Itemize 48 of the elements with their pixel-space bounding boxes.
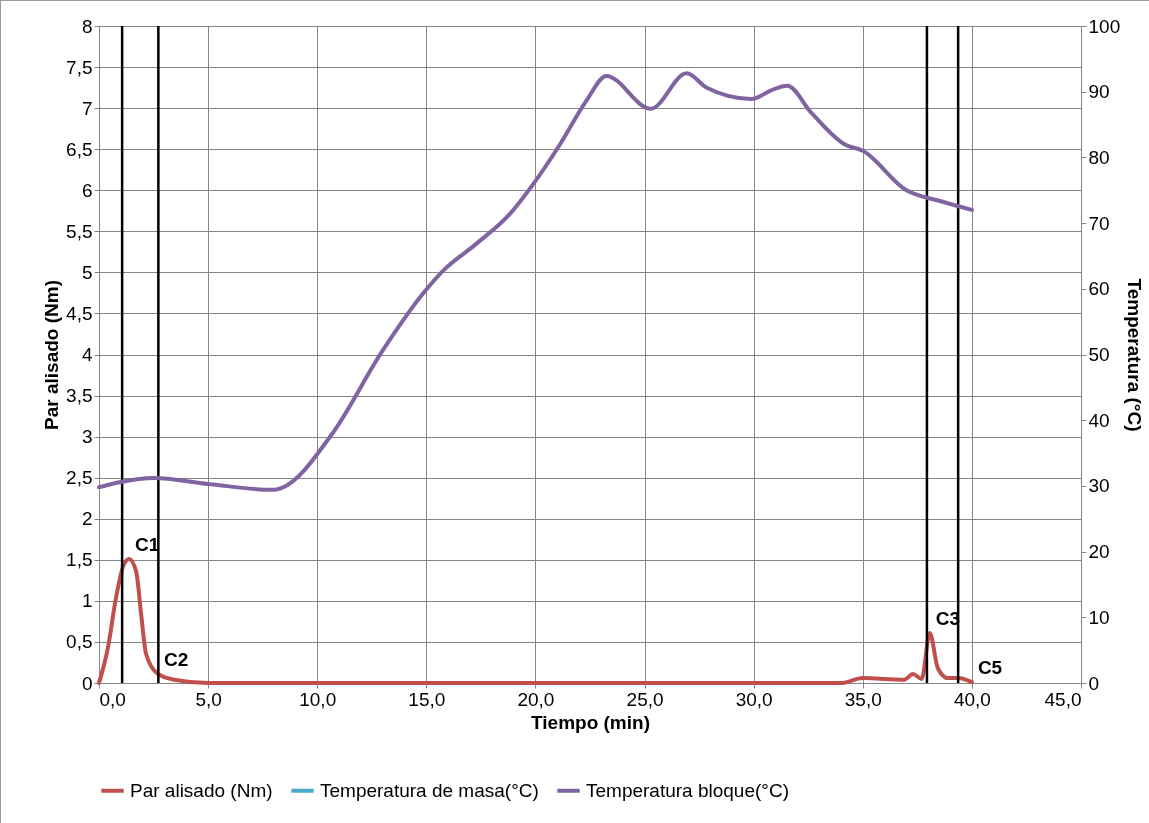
y-tick-label: 1 [81,590,93,612]
y-tick-label: 6 [81,179,93,201]
y2-tick-label: 80 [1088,146,1110,168]
y-tick-label: 3 [81,426,93,448]
y-tick-label: 8 [81,15,93,37]
x-tick-label: 30,0 [735,688,773,710]
y2-tick-label: 40 [1088,409,1110,431]
y-tick-label: 5,5 [66,220,93,242]
y-tick-label: 3,5 [66,385,93,407]
y-tick-label: 7 [81,97,93,119]
y2-tick-label: 100 [1088,15,1121,37]
y-tick-label: 5 [81,261,93,283]
x-tick-label: 45,0 [1044,688,1082,710]
y-tick-label: 6,5 [66,138,93,160]
y-tick-label: 4,5 [66,302,93,324]
y2-tick-label: 20 [1088,541,1110,563]
y-tick-label: 2,5 [66,467,93,489]
y-tick-label: 7,5 [66,56,93,78]
y-axis-title: Par alisado (Nm) [41,280,63,430]
y2-tick-label: 70 [1088,212,1110,234]
x-tick-label: 5,0 [195,688,222,710]
line-series [97,556,974,685]
x-tick-label: 0,0 [99,688,126,710]
x-tick-label: 25,0 [626,688,664,710]
annotation: C2 [163,648,189,670]
legend-label: Temperatura bloque(°C) [586,779,789,801]
y2-tick-label: 90 [1088,81,1110,103]
y2-tick-label: 0 [1088,672,1100,694]
y2-tick-label: 60 [1088,278,1110,300]
legend-label: Par alisado (Nm) [130,779,273,801]
x-tick-label: 10,0 [299,688,337,710]
y2-tick-label: 50 [1088,344,1110,365]
legend-label: Temperatura de masa(°C) [320,779,539,801]
x-tick-label: 15,0 [408,688,446,710]
y2-tick-label: 10 [1088,606,1110,628]
x-tick-label: 20,0 [517,688,555,710]
y-tick-label: 1,5 [66,549,93,571]
y2-tick-label: 30 [1088,475,1110,497]
y-tick-label: 0 [81,672,93,694]
y-tick-label: 4 [81,344,93,365]
annotation: C5 [977,657,1003,679]
x-axis-title: Tiempo (min) [531,711,650,733]
x-tick-label: 40,0 [953,688,991,710]
line-series [97,71,974,492]
y-tick-label: 2 [81,508,93,530]
x-tick-label: 35,0 [844,688,882,710]
y-tick-label: 0,5 [66,631,93,653]
y2-axis-title: Temperatura (°C) [1124,278,1146,432]
